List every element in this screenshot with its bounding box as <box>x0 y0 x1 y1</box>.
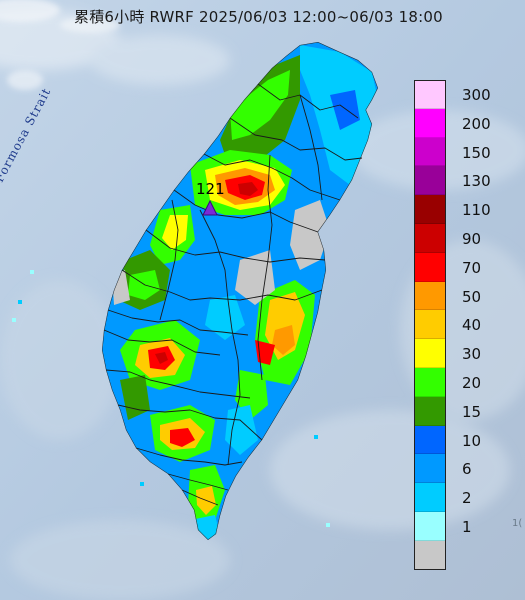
legend-label: 2 <box>462 489 472 508</box>
radar-echo-dots <box>12 270 330 527</box>
legend-label: 90 <box>462 230 482 248</box>
legend-level: 1 <box>414 512 524 541</box>
legend-level: 6 <box>414 454 524 484</box>
legend-level: 2 <box>414 483 524 512</box>
legend-level: 150 <box>414 137 524 167</box>
legend-label: 150 <box>462 143 491 162</box>
max-rainfall-label: 121 <box>196 180 225 198</box>
legend-swatch <box>414 281 446 311</box>
legend-swatch <box>414 166 446 196</box>
legend-label: 50 <box>462 287 482 306</box>
legend-swatch <box>414 137 446 167</box>
cloud-speckles <box>0 0 120 90</box>
legend-swatch <box>414 368 446 397</box>
legend-swatch <box>414 512 446 541</box>
legend-level: 130 <box>414 166 524 196</box>
legend-frame <box>414 80 446 570</box>
legend-swatch <box>414 195 446 224</box>
legend-swatch <box>414 224 446 253</box>
legend-level: 30 <box>414 339 524 368</box>
max-rainfall-marker <box>202 199 218 216</box>
legend-swatch <box>414 339 446 368</box>
legend-label: 10 <box>462 431 482 450</box>
legend-label: 20 <box>462 374 482 392</box>
corner-label: 1( <box>512 518 523 529</box>
legend-label: 1 <box>462 518 472 536</box>
legend-swatch <box>414 454 446 484</box>
legend-swatch <box>414 252 446 282</box>
legend-swatch <box>414 80 446 109</box>
legend-level: 200 <box>414 108 524 138</box>
legend-level: 50 <box>414 281 524 311</box>
legend-level: 10 <box>414 425 524 455</box>
legend-label: 15 <box>462 402 482 421</box>
legend-level: 20 <box>414 368 524 397</box>
legend-level: 40 <box>414 310 524 340</box>
legend-swatch <box>414 425 446 455</box>
legend-label: 30 <box>462 345 482 364</box>
legend-level: 300 <box>414 80 524 109</box>
legend-level: 110 <box>414 195 524 224</box>
legend-level: 15 <box>414 396 524 426</box>
map-title: 累積6小時 RWRF 2025/06/03 12:00~06/03 18:00 <box>74 8 443 26</box>
legend-level: 90 <box>414 224 524 253</box>
legend-label: 40 <box>462 316 482 335</box>
legend-swatch <box>414 310 446 340</box>
legend-swatch <box>414 108 446 138</box>
legend-swatch <box>414 483 446 512</box>
legend-label: 70 <box>462 258 482 277</box>
legend-swatch <box>414 396 446 426</box>
legend-label: 6 <box>462 460 472 479</box>
legend-label: 300 <box>462 86 491 104</box>
legend-label: 110 <box>462 201 491 220</box>
legend-label: 200 <box>462 114 491 133</box>
county-borders <box>103 83 363 506</box>
legend-level: 70 <box>414 252 524 282</box>
legend-label: 130 <box>462 172 491 191</box>
